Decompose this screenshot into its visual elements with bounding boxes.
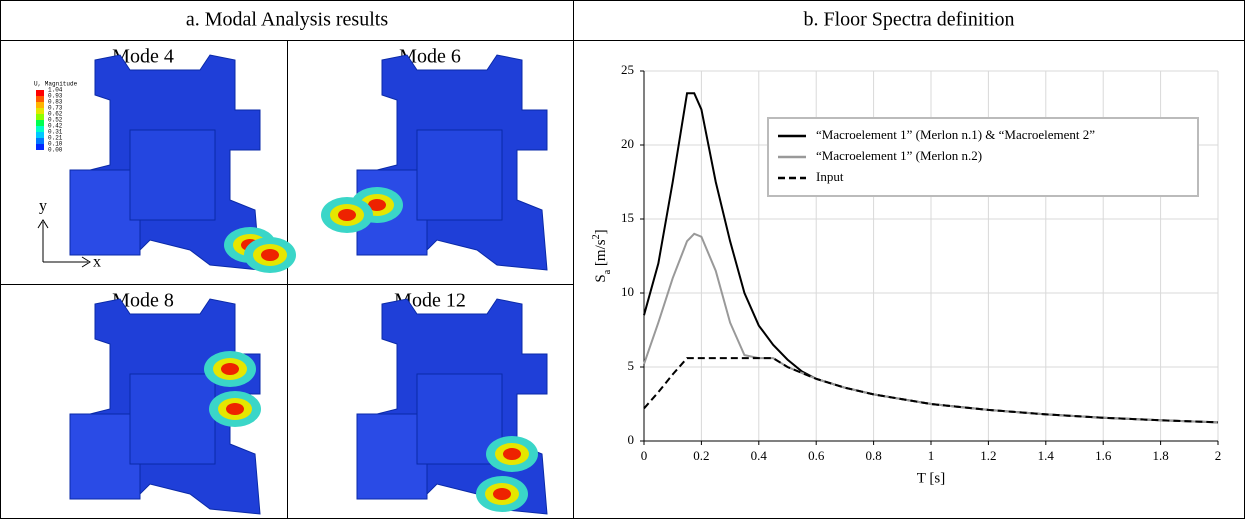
- y-tick-label: 10: [621, 284, 634, 299]
- x-tick-label: 0: [641, 448, 648, 463]
- x-tick-label: 1.4: [1038, 448, 1055, 463]
- x-tick-label: 0.4: [751, 448, 768, 463]
- x-tick-label: 1.6: [1095, 448, 1112, 463]
- colorbar-swatch: [36, 126, 44, 132]
- colorbar-swatch: [36, 114, 44, 120]
- deformation-peak: [493, 488, 511, 500]
- colorbar-swatch: [36, 90, 44, 96]
- panel-title: a. Modal Analysis results: [186, 9, 388, 31]
- y-tick-label: 0: [628, 432, 635, 447]
- colorbar-swatch: [36, 144, 44, 150]
- mode-shape: [357, 299, 547, 514]
- x-tick-label: 2: [1215, 448, 1222, 463]
- axis-name: x: [93, 254, 101, 271]
- figure: a. Modal Analysis results b. Floor Spect…: [0, 0, 1245, 519]
- y-tick-label: 25: [621, 62, 634, 77]
- mode-shape: [70, 299, 261, 514]
- y-axis-label-part: ]: [593, 229, 609, 234]
- deformation-peak: [261, 249, 279, 261]
- colorbar-swatch: [36, 108, 44, 114]
- legend-label: “Macroelement 1” (Merlon n.2): [816, 148, 982, 163]
- x-tick-label: 0.2: [693, 448, 709, 463]
- colorbar-swatch: [36, 120, 44, 126]
- x-tick-label: 1.2: [980, 448, 996, 463]
- deformation-peak: [226, 403, 244, 415]
- x-axis-label: T [s]: [917, 470, 945, 486]
- axis-name: y: [39, 198, 47, 215]
- panel-title: b. Floor Spectra definition: [803, 9, 1014, 31]
- x-tick-label: 1: [928, 448, 935, 463]
- mode-shape: [70, 55, 296, 273]
- x-tick-label: 0.6: [808, 448, 825, 463]
- y-axis-label-part: [m/s: [593, 239, 609, 270]
- y-axis-label: Sa [m/s2]: [591, 229, 613, 282]
- building-block: [130, 130, 215, 220]
- colorbar-swatch: [36, 102, 44, 108]
- building-block: [417, 130, 502, 220]
- y-tick-label: 15: [621, 210, 634, 225]
- legend-label: Input: [816, 169, 844, 184]
- colorbar-label: 0.00: [48, 147, 63, 154]
- y-tick-label: 5: [628, 358, 635, 373]
- x-tick-label: 1.8: [1152, 448, 1168, 463]
- x-tick-label: 0.8: [865, 448, 881, 463]
- colorbar-swatch: [36, 96, 44, 102]
- mode-shape: [321, 55, 547, 270]
- deformation-peak: [221, 363, 239, 375]
- legend-label: “Macroelement 1” (Merlon n.1) & “Macroel…: [816, 127, 1095, 142]
- deformation-peak: [338, 209, 356, 221]
- deformation-peak: [503, 448, 521, 460]
- building-block: [130, 374, 215, 464]
- colorbar-swatch: [36, 132, 44, 138]
- y-axis-label-part: S: [593, 274, 609, 282]
- colorbar-swatch: [36, 138, 44, 144]
- y-tick-label: 20: [621, 136, 634, 151]
